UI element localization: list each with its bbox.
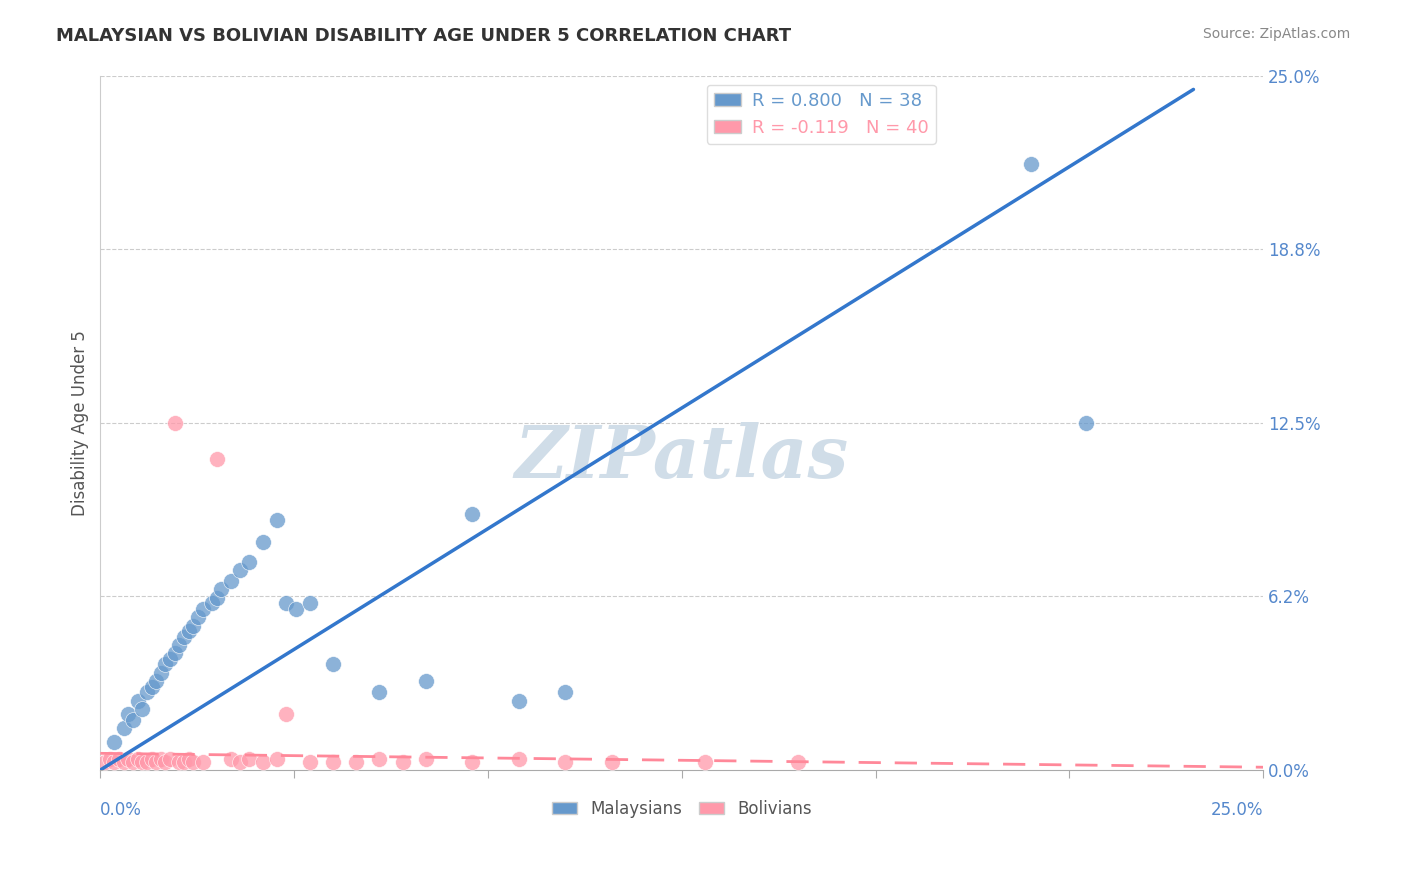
Point bbox=[169, 638, 191, 652]
Point bbox=[183, 755, 205, 769]
Point bbox=[600, 755, 623, 769]
Point bbox=[461, 508, 484, 522]
Point bbox=[135, 755, 157, 769]
Point bbox=[127, 752, 149, 766]
Point bbox=[187, 610, 209, 624]
Point bbox=[94, 755, 117, 769]
Point bbox=[149, 752, 172, 766]
Point bbox=[173, 630, 195, 644]
Point bbox=[108, 752, 131, 766]
Point bbox=[131, 702, 153, 716]
Point bbox=[508, 693, 530, 707]
Point bbox=[141, 752, 163, 766]
Text: 0.0%: 0.0% bbox=[100, 800, 142, 819]
Point bbox=[131, 755, 153, 769]
Y-axis label: Disability Age Under 5: Disability Age Under 5 bbox=[72, 330, 89, 516]
Point bbox=[159, 652, 181, 666]
Point bbox=[205, 591, 228, 605]
Point bbox=[98, 752, 121, 766]
Point bbox=[266, 513, 288, 527]
Point bbox=[155, 657, 177, 672]
Point bbox=[461, 755, 484, 769]
Point bbox=[163, 646, 186, 660]
Text: Source: ZipAtlas.com: Source: ZipAtlas.com bbox=[1202, 27, 1350, 41]
Point bbox=[693, 755, 716, 769]
Point bbox=[415, 752, 437, 766]
Legend: Malaysians, Bolivians: Malaysians, Bolivians bbox=[546, 793, 818, 824]
Point bbox=[508, 752, 530, 766]
Text: ZIPatlas: ZIPatlas bbox=[515, 422, 849, 493]
Point bbox=[1019, 157, 1042, 171]
Point bbox=[554, 685, 576, 699]
Point bbox=[169, 755, 191, 769]
Point bbox=[205, 451, 228, 466]
Point bbox=[322, 755, 344, 769]
Point bbox=[266, 752, 288, 766]
Point bbox=[173, 755, 195, 769]
Point bbox=[276, 707, 298, 722]
Point bbox=[127, 693, 149, 707]
Point bbox=[177, 752, 200, 766]
Point bbox=[159, 752, 181, 766]
Point bbox=[415, 674, 437, 689]
Point bbox=[344, 755, 367, 769]
Point bbox=[229, 563, 252, 577]
Point bbox=[103, 735, 125, 749]
Point bbox=[238, 555, 260, 569]
Point bbox=[149, 665, 172, 680]
Point bbox=[145, 755, 167, 769]
Point bbox=[191, 602, 214, 616]
Point bbox=[117, 707, 139, 722]
Point bbox=[252, 535, 274, 549]
Point bbox=[117, 752, 139, 766]
Point bbox=[238, 752, 260, 766]
Point bbox=[1076, 416, 1098, 430]
Point bbox=[322, 657, 344, 672]
Point bbox=[141, 680, 163, 694]
Point bbox=[252, 755, 274, 769]
Point bbox=[122, 755, 145, 769]
Point bbox=[298, 596, 321, 610]
Point bbox=[163, 416, 186, 430]
Text: MALAYSIAN VS BOLIVIAN DISABILITY AGE UNDER 5 CORRELATION CHART: MALAYSIAN VS BOLIVIAN DISABILITY AGE UND… bbox=[56, 27, 792, 45]
Point bbox=[135, 685, 157, 699]
Point bbox=[112, 722, 135, 736]
Point bbox=[391, 755, 413, 769]
Point bbox=[122, 713, 145, 727]
Point bbox=[145, 674, 167, 689]
Point bbox=[368, 752, 391, 766]
Point bbox=[183, 618, 205, 632]
Point bbox=[155, 755, 177, 769]
Point bbox=[201, 596, 224, 610]
Point bbox=[209, 582, 232, 597]
Point bbox=[112, 755, 135, 769]
Point bbox=[103, 755, 125, 769]
Point bbox=[298, 755, 321, 769]
Point bbox=[191, 755, 214, 769]
Point bbox=[368, 685, 391, 699]
Point bbox=[554, 755, 576, 769]
Point bbox=[787, 755, 810, 769]
Point bbox=[219, 752, 242, 766]
Text: 25.0%: 25.0% bbox=[1211, 800, 1263, 819]
Point bbox=[229, 755, 252, 769]
Point bbox=[219, 574, 242, 588]
Point bbox=[177, 624, 200, 639]
Point bbox=[276, 596, 298, 610]
Point bbox=[284, 602, 307, 616]
